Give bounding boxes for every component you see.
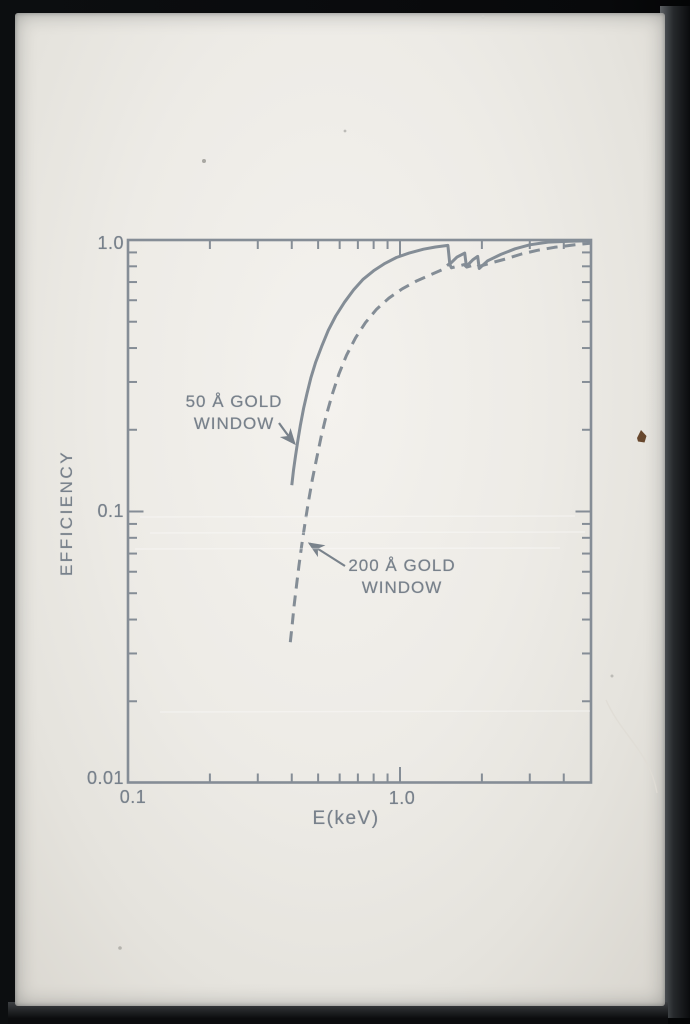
y-axis-title: EFFICIENCY xyxy=(57,449,76,577)
annotation-200a-line2: WINDOW xyxy=(361,577,443,597)
dust-speck xyxy=(202,159,206,163)
brown-speck xyxy=(637,430,647,443)
y-axis-tick-label-1.0: 1.0 xyxy=(97,233,124,253)
arrow-to-dashed-curve xyxy=(307,542,346,567)
annotation-50a-line1: 50 Å GOLD xyxy=(185,392,283,411)
x-axis-tick-label-0.1: 0.1 xyxy=(119,787,147,807)
annotation-200a-gold-window: 200 Å GOLD WINDOW xyxy=(333,555,471,599)
film-streaks xyxy=(134,515,591,713)
film-photo: 1.0 0.1 0.01 0.1 1.0 E(keV) EFFICIENCY 5… xyxy=(15,13,665,1006)
annotation-50a-gold-window: 50 Å GOLD WINDOW xyxy=(178,391,290,435)
dust-speck xyxy=(481,15,485,19)
film-scratch xyxy=(605,699,658,794)
y-axis-tick-label-0.1: 0.1 xyxy=(97,501,124,521)
annotation-50a-line2: WINDOW xyxy=(193,413,275,433)
slide-mount-bottom-bevel xyxy=(8,1002,668,1024)
arrow-to-solid-curve xyxy=(278,422,296,446)
curve-50a-solid xyxy=(290,239,591,486)
curve-200a-dashed xyxy=(288,241,591,643)
x-axis-title: E(keV) xyxy=(312,808,380,829)
slide-mount-right-bevel xyxy=(660,6,690,1018)
dust-speck xyxy=(343,129,347,133)
dust-speck xyxy=(610,674,614,678)
dust-speck xyxy=(118,946,122,950)
x-axis-tick-label-1.0: 1.0 xyxy=(388,788,416,808)
plot-generated-content xyxy=(126,238,593,784)
film-artifacts xyxy=(118,15,658,950)
plot-frame xyxy=(126,238,593,784)
y-axis-tick-label-0.01: 0.01 xyxy=(86,768,124,788)
annotation-200a-line1: 200 Å GOLD xyxy=(348,556,456,575)
